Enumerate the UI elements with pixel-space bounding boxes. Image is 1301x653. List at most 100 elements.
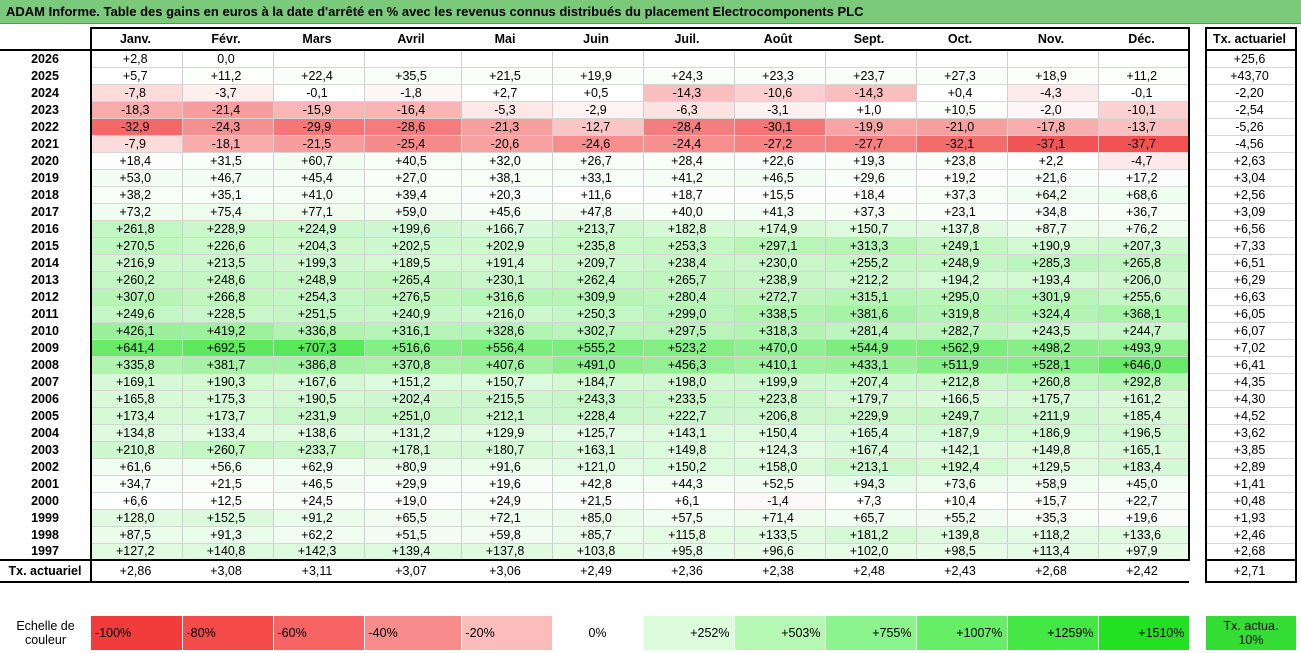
gain-cell: -29,9 bbox=[273, 118, 365, 136]
gain-cell: -14,3 bbox=[643, 84, 735, 102]
gain-cell: +165,4 bbox=[825, 424, 917, 442]
gain-cell: +641,4 bbox=[90, 339, 183, 357]
gain-cell: +5,7 bbox=[90, 67, 183, 85]
actuarial-cell: +3,09 bbox=[1205, 203, 1297, 221]
gain-cell: +202,9 bbox=[461, 237, 553, 255]
gain-cell: +272,7 bbox=[734, 288, 826, 306]
gain-cell: +265,8 bbox=[1098, 254, 1190, 272]
table-row: 2011 +249,6 +228,5 +251,5 +240,9 +216,0 +250,3… bbox=[0, 305, 1297, 323]
gain-cell: +238,9 bbox=[734, 271, 826, 289]
table-row: 2009 +641,4 +692,5 +707,3 +516,6 +556,4 +555,2… bbox=[0, 339, 1297, 357]
gain-cell: +235,8 bbox=[552, 237, 644, 255]
gain-cell: +45,0 bbox=[1098, 475, 1190, 493]
gain-cell: +128,0 bbox=[90, 509, 183, 527]
gain-cell: +250,3 bbox=[552, 305, 644, 323]
gap bbox=[1189, 203, 1206, 220]
gain-cell: -21,3 bbox=[461, 118, 553, 136]
gain-cell: +207,4 bbox=[825, 373, 917, 391]
gain-cell: +23,8 bbox=[916, 152, 1008, 170]
year-cell: 2021 bbox=[31, 136, 59, 151]
year-cell: 2000 bbox=[31, 493, 59, 508]
gain-cell: -10,6 bbox=[734, 84, 826, 102]
gain-cell: +238,4 bbox=[643, 254, 735, 272]
year-cell: 2004 bbox=[31, 425, 59, 440]
gain-cell bbox=[1007, 50, 1099, 68]
gain-cell: -37,1 bbox=[1007, 135, 1099, 153]
totals-cell: +2,38 bbox=[734, 559, 825, 583]
year-cell: 2008 bbox=[31, 357, 59, 372]
gain-cell: -32,1 bbox=[916, 135, 1008, 153]
gain-cell: -17,8 bbox=[1007, 118, 1099, 136]
actuarial-cell: -5,26 bbox=[1205, 118, 1297, 136]
gain-cell: -25,4 bbox=[364, 135, 462, 153]
gain-cell: +336,8 bbox=[273, 322, 365, 340]
totals-cell: +2,48 bbox=[825, 559, 916, 583]
gain-cell: +315,1 bbox=[825, 288, 917, 306]
gain-cell: -1,8 bbox=[364, 84, 462, 102]
gain-cell: +34,8 bbox=[1007, 203, 1099, 221]
gain-cell: -32,9 bbox=[90, 118, 183, 136]
gain-cell: -4,7 bbox=[1098, 152, 1190, 170]
gain-cell: +192,4 bbox=[916, 458, 1008, 476]
gain-cell: +230,0 bbox=[734, 254, 826, 272]
gain-cell: +15,5 bbox=[734, 186, 826, 204]
gain-cell: +75,4 bbox=[182, 203, 274, 221]
gain-cell: +281,4 bbox=[825, 322, 917, 340]
table-row: 2006 +165,8 +175,3 +190,5 +202,4 +215,5 +243,3… bbox=[0, 390, 1297, 408]
gain-cell: +44,3 bbox=[643, 475, 735, 493]
totals-cell: +2,42 bbox=[1098, 559, 1189, 583]
year-cell: 2005 bbox=[31, 408, 59, 423]
gain-cell: +11,6 bbox=[552, 186, 644, 204]
table-row: 2020 +18,4 +31,5 +60,7 +40,5 +32,0 +26,7 +28,4 +… bbox=[0, 152, 1297, 170]
actuarial-header: Tx. actuariel bbox=[1205, 27, 1297, 51]
actuarial-cell: +4,35 bbox=[1205, 373, 1297, 391]
gain-cell: +407,6 bbox=[461, 356, 553, 374]
gain-cell bbox=[916, 50, 1008, 68]
month-header: Mai bbox=[461, 27, 552, 51]
year-cell: 2014 bbox=[31, 255, 59, 270]
gain-cell: +20,3 bbox=[461, 186, 553, 204]
gain-cell: +240,9 bbox=[364, 305, 462, 323]
gain-cell: +301,9 bbox=[1007, 288, 1099, 306]
gap bbox=[1189, 135, 1206, 152]
gap bbox=[1189, 509, 1206, 526]
gain-cell: +143,1 bbox=[643, 424, 735, 442]
totals-cell: +2,86 bbox=[90, 559, 182, 583]
gain-cell: +516,6 bbox=[364, 339, 462, 357]
gain-cell: +64,2 bbox=[1007, 186, 1099, 204]
gap bbox=[1189, 50, 1206, 67]
gain-cell: +61,6 bbox=[90, 458, 183, 476]
gain-cell bbox=[364, 50, 462, 68]
gain-cell: +229,9 bbox=[825, 407, 917, 425]
actuarial-cell: +1,41 bbox=[1205, 475, 1297, 493]
gain-cell: +91,3 bbox=[182, 526, 274, 544]
gain-cell: +15,7 bbox=[1007, 492, 1099, 510]
gap bbox=[1189, 305, 1206, 322]
gain-cell: +65,5 bbox=[364, 509, 462, 527]
gain-cell: +562,9 bbox=[916, 339, 1008, 357]
year-cell: 2015 bbox=[31, 238, 59, 253]
gain-cell: -30,1 bbox=[734, 118, 826, 136]
gain-cell: +23,1 bbox=[916, 203, 1008, 221]
gain-cell: +199,6 bbox=[364, 220, 462, 238]
gain-cell: +32,0 bbox=[461, 152, 553, 170]
gain-cell: +213,7 bbox=[552, 220, 644, 238]
gain-cell: +125,7 bbox=[552, 424, 644, 442]
year-cell: 2023 bbox=[31, 102, 59, 117]
gain-cell: +165,1 bbox=[1098, 441, 1190, 459]
table-row: 2004 +134,8 +133,4 +138,6 +131,2 +129,9 +125,7… bbox=[0, 424, 1297, 442]
gain-cell: +98,5 bbox=[916, 543, 1008, 561]
totals-cell: +2,36 bbox=[643, 559, 734, 583]
gain-cell: +167,4 bbox=[825, 441, 917, 459]
gain-cell: +189,5 bbox=[364, 254, 462, 272]
gain-cell: +26,7 bbox=[552, 152, 644, 170]
gain-cell: +42,8 bbox=[552, 475, 644, 493]
gain-cell: +24,3 bbox=[643, 67, 735, 85]
gain-cell: +21,5 bbox=[461, 67, 553, 85]
gain-cell: +133,4 bbox=[182, 424, 274, 442]
actuarial-cell: +43,70 bbox=[1205, 67, 1297, 85]
gap bbox=[1189, 84, 1206, 101]
gain-cell: -15,9 bbox=[273, 101, 365, 119]
gain-cell: +335,8 bbox=[90, 356, 183, 374]
gain-cell: +129,9 bbox=[461, 424, 553, 442]
